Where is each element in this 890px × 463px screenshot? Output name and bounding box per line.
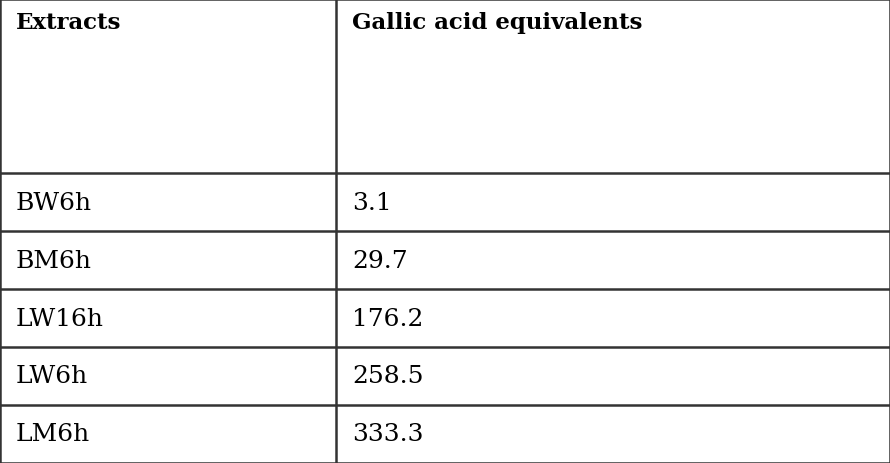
Text: 29.7: 29.7 [352,249,408,272]
Text: BW6h: BW6h [16,191,93,214]
Text: LW6h: LW6h [16,365,88,388]
Text: 258.5: 258.5 [352,365,424,388]
Text: LM6h: LM6h [16,423,90,445]
Text: BM6h: BM6h [16,249,92,272]
Text: Gallic acid equivalents: Gallic acid equivalents [352,12,643,33]
Text: 3.1: 3.1 [352,191,392,214]
Text: 333.3: 333.3 [352,423,424,445]
Text: LW16h: LW16h [16,307,104,330]
Text: Extracts: Extracts [16,12,122,33]
Text: 176.2: 176.2 [352,307,424,330]
